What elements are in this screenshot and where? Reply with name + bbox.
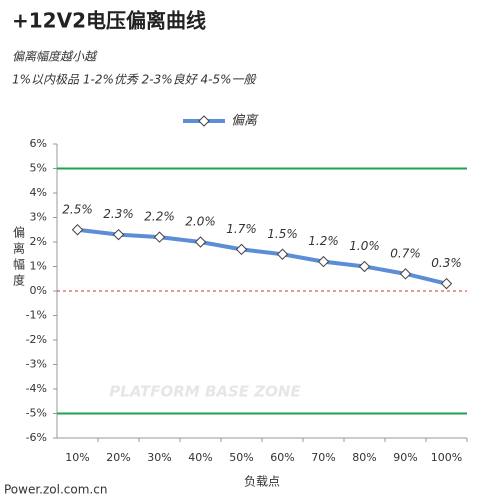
y-tick-label: 1% bbox=[30, 260, 47, 273]
marker bbox=[399, 268, 412, 280]
data-label: 2.0% bbox=[185, 215, 216, 229]
x-tick-label: 50% bbox=[229, 451, 253, 464]
y-tick-label: -5% bbox=[26, 407, 47, 420]
marker bbox=[71, 224, 84, 236]
y-tick-label: -3% bbox=[26, 358, 47, 371]
x-tick-label: 100% bbox=[431, 451, 462, 464]
y-tick-label: 5% bbox=[30, 162, 47, 175]
y-tick-label: -2% bbox=[26, 333, 47, 346]
y-tick-label: 0% bbox=[30, 284, 47, 297]
y-tick-label: -6% bbox=[26, 431, 47, 444]
source: Power.zol.com.cn bbox=[4, 483, 107, 497]
y-axis-label: 偏离幅度 bbox=[12, 225, 26, 290]
x-tick-label: 60% bbox=[270, 451, 294, 464]
marker bbox=[194, 236, 207, 248]
marker bbox=[153, 231, 166, 243]
watermark: PLATFORM BASE ZONE bbox=[109, 383, 301, 401]
legend-label: 偏离 bbox=[231, 113, 259, 129]
y-tick-label: 2% bbox=[30, 235, 47, 248]
marker bbox=[235, 243, 248, 256]
marker bbox=[440, 277, 453, 290]
marker bbox=[358, 260, 371, 273]
data-label: 0.7% bbox=[390, 246, 421, 260]
y-tick-label: 6% bbox=[30, 137, 47, 150]
data-label: 1.5% bbox=[267, 227, 298, 241]
x-tick-label: 90% bbox=[393, 451, 417, 464]
marker bbox=[112, 228, 125, 241]
data-label: 2.2% bbox=[144, 210, 175, 224]
y-tick-label: 3% bbox=[30, 211, 47, 224]
y-tick-label: -4% bbox=[26, 382, 47, 395]
marker bbox=[276, 248, 289, 260]
data-label: 2.3% bbox=[103, 207, 134, 221]
x-tick-label: 70% bbox=[311, 451, 335, 464]
x-tick-label: 10% bbox=[65, 451, 89, 464]
data-label: 1.2% bbox=[308, 234, 339, 248]
data-label: 0.3% bbox=[431, 256, 462, 270]
chart-title: +12V2电压偏离曲线 bbox=[12, 9, 206, 33]
line bbox=[77, 227, 447, 286]
legend-marker bbox=[198, 115, 210, 127]
x-axis-label: 负载点 bbox=[244, 475, 280, 489]
x-tick-label: 30% bbox=[147, 451, 171, 464]
x-tick-label: 40% bbox=[188, 451, 212, 464]
y-tick-label: 4% bbox=[30, 186, 47, 199]
subtitle: 1%以内极品 1-2%优秀 2-3%良好 4-5%一般 bbox=[12, 73, 257, 87]
y-tick-label: -1% bbox=[26, 309, 47, 322]
data-label: 1.7% bbox=[226, 222, 257, 236]
marker bbox=[317, 255, 330, 268]
subtitle: 偏离幅度越小越 bbox=[12, 50, 98, 64]
data-label: 2.5% bbox=[62, 202, 93, 216]
x-tick-label: 20% bbox=[106, 451, 130, 464]
x-tick-label: 80% bbox=[352, 451, 376, 464]
data-label: 1.0% bbox=[349, 239, 380, 253]
